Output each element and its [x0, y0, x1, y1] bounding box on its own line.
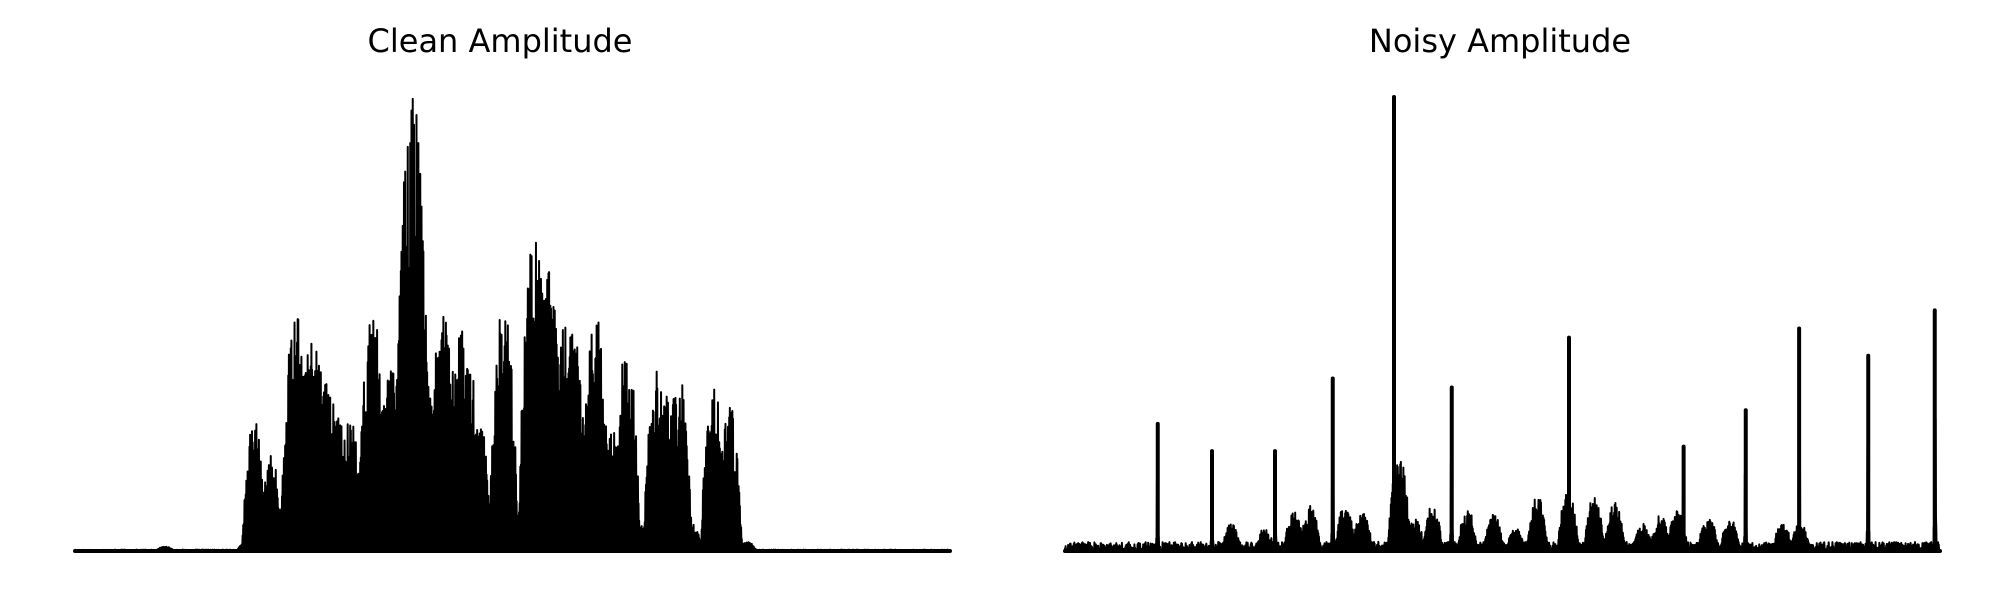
amplitude-series [74, 97, 952, 552]
clean-amplitude-plot [73, 97, 952, 553]
noisy-amplitude-title: Noisy Amplitude [1368, 22, 1632, 60]
clean-amplitude-title: Clean Amplitude [367, 22, 633, 60]
noisy-amplitude-panel: Noisy Amplitude [1000, 0, 2000, 600]
clean-amplitude-panel: Clean Amplitude [73, 22, 952, 553]
amplitude-series [1064, 96, 1942, 552]
noisy-amplitude-plot [1063, 95, 1942, 553]
